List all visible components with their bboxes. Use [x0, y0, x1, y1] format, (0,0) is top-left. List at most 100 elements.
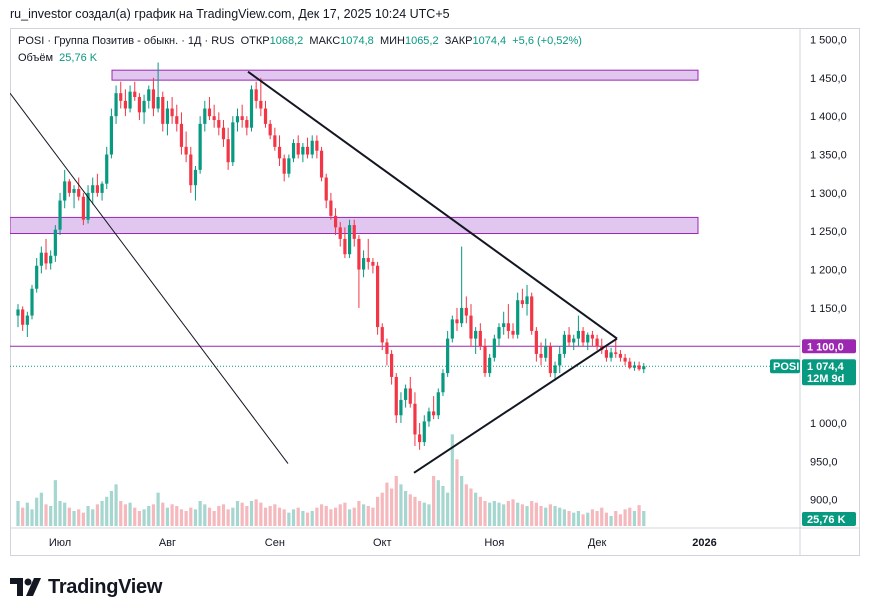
volume-bar — [226, 509, 230, 526]
candle-body — [72, 189, 76, 193]
brand-name: TradingView — [48, 575, 163, 598]
candle-body — [343, 238, 347, 255]
y-tick-label: 1 500,0 — [810, 35, 847, 47]
volume-bar — [95, 504, 99, 526]
volume-bar — [296, 507, 300, 526]
candle-body — [25, 315, 29, 325]
volume-tag: 25,76 K — [802, 512, 856, 526]
close-label: ЗАКР — [444, 35, 473, 47]
volume-bar — [632, 511, 637, 526]
volume-bar — [254, 499, 258, 526]
volume-bar — [287, 512, 291, 526]
candle-body — [184, 146, 188, 155]
candle-body — [586, 334, 590, 343]
candle-body — [385, 342, 389, 354]
volume-bar — [114, 484, 118, 526]
price-chart[interactable]: 900,0 950,0 1 000,0 1 150,0 1 200,0 1 250,0 1 … — [10, 28, 860, 556]
x-tick-label: Сен — [265, 537, 285, 549]
candle-body — [119, 93, 123, 101]
candle-body — [287, 158, 291, 174]
volume-bar — [343, 502, 347, 526]
candle-body — [642, 366, 646, 370]
candle-body — [390, 353, 394, 377]
volume-bar — [394, 476, 398, 526]
volume-bar — [464, 484, 468, 526]
candle-body — [399, 399, 403, 416]
y-tick-label: 1 150,0 — [810, 303, 847, 315]
volume-bar — [502, 504, 506, 526]
volume-bar — [347, 509, 352, 526]
candle-body — [614, 352, 618, 354]
candle-body — [179, 123, 184, 147]
resistance-zone — [111, 69, 699, 81]
volume-bar — [30, 509, 34, 526]
candle-body — [193, 169, 198, 186]
candle-body — [497, 327, 501, 339]
candle-body — [357, 238, 361, 270]
candle-body — [404, 388, 408, 400]
candle-body — [319, 150, 324, 178]
candle-body — [324, 177, 328, 201]
volume-bar — [506, 501, 510, 526]
candle-body — [49, 255, 53, 264]
candle-body — [259, 100, 263, 109]
candle-body — [217, 120, 221, 128]
volume-bar — [581, 514, 585, 526]
candle-body — [268, 123, 272, 136]
candle-body — [21, 309, 25, 325]
candle-body — [53, 229, 57, 256]
volume-bar — [165, 507, 170, 526]
candle-body — [58, 200, 62, 230]
candle-body — [455, 319, 459, 324]
candle-body — [567, 334, 571, 343]
volume-bar — [184, 511, 188, 526]
volume-bar — [273, 504, 277, 526]
descending-trendline — [247, 70, 618, 340]
x-tick-label: Окт — [373, 537, 392, 549]
ticker-tag — [770, 359, 800, 374]
volume-bar — [198, 501, 202, 526]
volume-bar — [338, 504, 342, 526]
volume-bar — [170, 504, 174, 526]
volume-bar — [375, 496, 380, 526]
volume-bar — [390, 488, 394, 526]
volume-bar — [562, 509, 566, 526]
footer-logo[interactable]: TradingView — [10, 574, 162, 600]
volume-bar — [366, 506, 370, 526]
candle-body — [347, 225, 352, 255]
volume-bar — [441, 486, 445, 526]
candle-body — [203, 108, 207, 124]
candle-body — [142, 100, 146, 113]
volume-bar — [418, 501, 422, 526]
volume-bar — [25, 502, 29, 526]
volume-bar — [558, 507, 562, 526]
level-price-tag-bg — [802, 339, 856, 354]
volume-bar — [478, 496, 482, 526]
candle-body — [175, 116, 179, 124]
y-tick-label: 950,0 — [810, 456, 838, 468]
candle-body — [460, 307, 464, 324]
volume-legend: Объём 25,76 K — [18, 52, 97, 64]
candle-body — [436, 392, 440, 416]
candle-body — [628, 361, 632, 368]
volume-bar — [427, 504, 431, 526]
candle-body — [240, 116, 244, 121]
candle-body — [352, 225, 356, 239]
candle-body — [151, 89, 156, 109]
close-value: 1074,4 — [472, 35, 507, 47]
candle-body — [30, 288, 34, 316]
candle-body — [394, 376, 398, 416]
candle-body — [539, 353, 543, 358]
candle-body — [637, 365, 641, 370]
volume-bar — [58, 501, 62, 526]
x-tick-label: Июл — [49, 537, 71, 549]
volume-bar — [100, 501, 104, 526]
volume-bar — [324, 506, 328, 526]
volume-bar — [492, 501, 496, 526]
legend-symbol: POSI · Группа Позитив - обыкн. · 1Д · RU… — [18, 35, 235, 47]
candle-body — [329, 200, 333, 216]
candle-body — [525, 296, 529, 305]
volume-bar — [460, 476, 464, 526]
y-tick-label: 1 400,0 — [810, 111, 847, 123]
candle-body — [231, 122, 235, 163]
